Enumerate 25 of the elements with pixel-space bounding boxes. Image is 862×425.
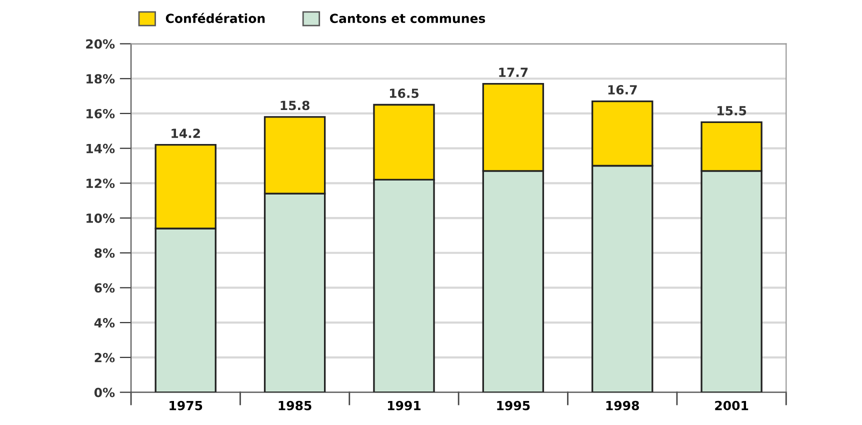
- y-tick-label: 8%: [94, 248, 115, 258]
- y-tick-label: 14%: [86, 144, 115, 154]
- y-tick-label: 0%: [94, 388, 115, 398]
- y-tick-label: 18%: [86, 74, 115, 84]
- total-label: 16.7: [608, 85, 637, 94]
- y-tick-label: 6%: [94, 283, 115, 293]
- legend-label: Cantons et communes: [330, 14, 486, 24]
- total-label: 16.5: [390, 88, 419, 98]
- y-tick-label: 10%: [86, 213, 115, 223]
- total-label: 15.8: [280, 100, 310, 110]
- y-tick-label: 20%: [86, 39, 115, 49]
- y-tick-label: 12%: [86, 178, 115, 188]
- y-tick-label: 4%: [94, 318, 115, 328]
- x-tick-label: 1998: [606, 400, 639, 410]
- x-tick-label: 1995: [497, 400, 530, 410]
- total-label: 15.5: [718, 106, 746, 116]
- y-tick-label: 2%: [94, 352, 115, 362]
- x-tick-label: 1985: [278, 400, 312, 410]
- x-tick-label: 1975: [170, 400, 202, 410]
- x-tick-label: 2001: [715, 400, 748, 410]
- legend-label: Confédération: [166, 12, 265, 24]
- x-tick-label: 1991: [388, 400, 421, 410]
- total-label: 17.7: [499, 68, 528, 77]
- y-tick-label: 16%: [86, 108, 115, 118]
- total-label: 14.2: [172, 128, 200, 138]
